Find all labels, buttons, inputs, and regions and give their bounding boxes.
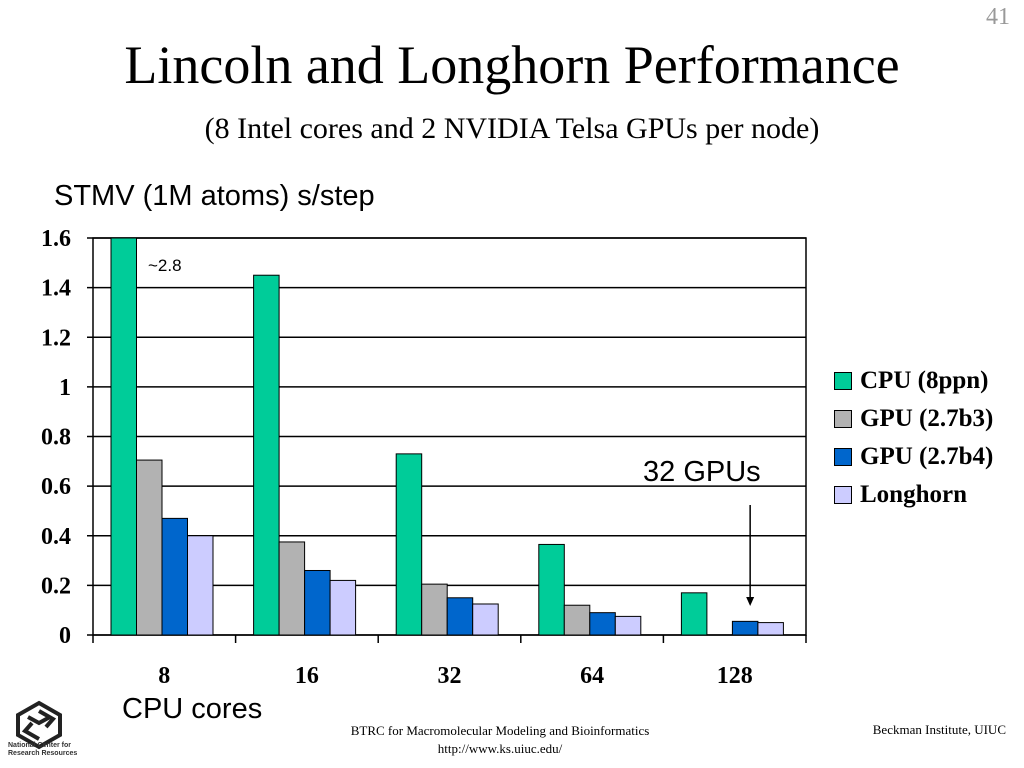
bar bbox=[278, 541, 306, 636]
bar bbox=[329, 579, 357, 636]
x-tick-label: 128 bbox=[717, 663, 753, 689]
annotation-arrow-head bbox=[746, 597, 755, 606]
y-tick-label: 0.4 bbox=[41, 524, 71, 550]
x-axis-label: CPU cores bbox=[122, 693, 263, 725]
y-tick-label: 1.4 bbox=[41, 276, 71, 302]
ncsa-logo-icon bbox=[16, 700, 62, 750]
bar bbox=[614, 615, 642, 636]
bar bbox=[472, 603, 499, 636]
bar bbox=[395, 453, 423, 636]
chart-title: STMV (1M atoms) s/step bbox=[54, 180, 375, 212]
bar bbox=[680, 592, 708, 636]
x-tick-label: 64 bbox=[580, 663, 604, 689]
slide-number: 41 bbox=[986, 4, 1010, 30]
bar bbox=[589, 612, 616, 636]
legend-label: GPU (2.7b3) bbox=[860, 405, 994, 432]
slide-title: Lincoln and Longhorn Performance bbox=[124, 35, 900, 95]
bar bbox=[563, 604, 591, 636]
legend-label: Longhorn bbox=[860, 481, 967, 508]
y-tick-label: 0 bbox=[59, 623, 71, 649]
y-tick-label: 1.6 bbox=[41, 226, 71, 252]
bar bbox=[731, 620, 759, 636]
legend-item: CPU (8ppn) bbox=[834, 362, 993, 400]
y-tick-label: 0.6 bbox=[41, 474, 71, 500]
x-tick-label: 8 bbox=[158, 663, 170, 689]
y-tick-label: 1 bbox=[59, 375, 71, 401]
x-tick-label: 32 bbox=[438, 663, 462, 689]
bar bbox=[421, 583, 448, 636]
bar bbox=[161, 517, 188, 636]
annotation-truncated-value: ~2.8 bbox=[148, 256, 182, 275]
legend-swatch bbox=[834, 448, 852, 466]
legend-swatch bbox=[834, 372, 852, 390]
chart-legend: CPU (8ppn) GPU (2.7b3) GPU (2.7b4) Longh… bbox=[834, 362, 993, 514]
footer-institute: Beckman Institute, UIUC bbox=[872, 722, 1006, 737]
annotation-32-gpus: 32 GPUs bbox=[643, 456, 761, 488]
legend-item: GPU (2.7b4) bbox=[834, 438, 993, 476]
bar bbox=[253, 274, 280, 636]
bar bbox=[136, 459, 163, 636]
logo-text: National Center for Research Resources bbox=[8, 742, 78, 757]
legend-swatch bbox=[834, 486, 852, 504]
bar bbox=[446, 597, 474, 636]
footer-organization: BTRC for Macromolecular Modeling and Bio… bbox=[350, 723, 650, 738]
slide-subtitle: (8 Intel cores and 2 NVIDIA Telsa GPUs p… bbox=[204, 112, 820, 145]
bar bbox=[187, 535, 214, 636]
legend-item: GPU (2.7b3) bbox=[834, 400, 993, 438]
y-tick-label: 1.2 bbox=[41, 325, 71, 351]
y-tick-label: 0.2 bbox=[41, 573, 71, 599]
bar bbox=[757, 622, 784, 636]
x-tick-label: 16 bbox=[295, 663, 319, 689]
bar bbox=[304, 569, 331, 636]
legend-item: Longhorn bbox=[834, 476, 993, 514]
footer-center: BTRC for Macromolecular Modeling and Bio… bbox=[335, 722, 665, 758]
bar bbox=[538, 543, 565, 636]
legend-label: CPU (8ppn) bbox=[860, 367, 989, 394]
bar bbox=[110, 237, 137, 636]
legend-label: GPU (2.7b4) bbox=[860, 443, 994, 470]
y-tick-label: 0.8 bbox=[41, 425, 71, 451]
legend-swatch bbox=[834, 410, 852, 428]
footer-url[interactable]: http://www.ks.uiuc.edu/ bbox=[437, 741, 563, 756]
